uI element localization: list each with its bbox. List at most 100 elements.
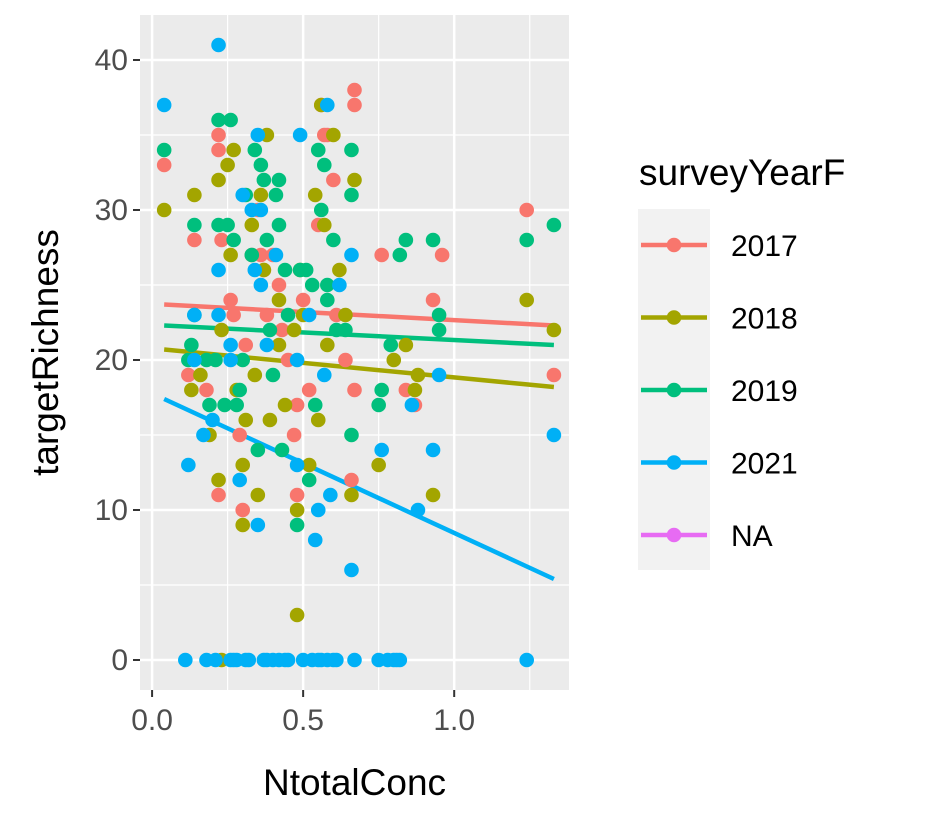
point-2017 [199, 382, 214, 398]
point-2018 [277, 397, 293, 413]
point-2021 [329, 652, 344, 668]
point-2019 [208, 352, 223, 368]
point-2021 [404, 397, 420, 413]
point-2018 [371, 457, 386, 473]
point-2019 [253, 157, 269, 173]
point-2018 [262, 412, 278, 428]
point-2021 [232, 472, 247, 488]
legend-key-point-2018 [666, 310, 682, 325]
point-2018 [332, 262, 347, 278]
point-2017 [434, 247, 450, 263]
point-2019 [289, 517, 305, 533]
point-2019 [187, 217, 202, 233]
point-2018 [214, 322, 229, 338]
point-2019 [220, 217, 235, 233]
point-2019 [320, 277, 335, 293]
point-2019 [262, 322, 278, 338]
legend-label-2021: 2021 [731, 448, 798, 481]
legend-label-2019: 2019 [731, 375, 798, 408]
point-2021 [546, 427, 562, 443]
point-2019 [320, 292, 335, 308]
point-2017 [326, 172, 341, 188]
x-tick-label: 1.0 [433, 704, 475, 737]
point-2018 [235, 457, 251, 473]
point-2021 [181, 457, 196, 473]
point-2017 [214, 232, 229, 248]
point-2021 [253, 202, 269, 218]
point-2019 [316, 157, 332, 173]
point-2017 [274, 322, 290, 338]
point-2018 [187, 187, 202, 203]
point-2018 [316, 217, 332, 233]
point-2021 [410, 502, 426, 518]
point-2019 [211, 112, 226, 128]
point-2021 [320, 97, 335, 113]
point-2018 [326, 127, 341, 143]
point-2021 [223, 337, 238, 353]
data-points [156, 37, 562, 668]
y-tick-label: 10 [95, 494, 128, 527]
point-2021 [316, 367, 332, 383]
point-2018 [235, 517, 251, 533]
point-2018 [398, 337, 414, 353]
point-2017 [295, 292, 311, 308]
point-2021 [211, 37, 226, 53]
point-2018 [211, 172, 226, 188]
point-2021 [250, 127, 266, 143]
point-2018 [320, 337, 335, 353]
y-tick-label: 20 [95, 344, 128, 377]
point-2017 [546, 367, 562, 383]
point-2021 [344, 562, 359, 578]
point-2017 [374, 247, 389, 263]
point-2021 [211, 262, 226, 278]
point-2019 [232, 382, 247, 398]
point-2021 [178, 652, 193, 668]
point-2019 [223, 112, 238, 128]
point-2017 [238, 337, 254, 353]
point-2019 [383, 337, 399, 353]
point-2017 [232, 427, 247, 443]
y-tick-label: 40 [95, 44, 128, 77]
legend: surveyYearF 2017 2018 2019 2021 NA [638, 152, 845, 570]
point-2019 [184, 337, 199, 353]
point-2021 [241, 652, 257, 668]
point-2018 [301, 457, 317, 473]
point-2017 [286, 427, 302, 443]
legend-key-point-2019 [666, 382, 682, 398]
point-2018 [223, 247, 238, 263]
point-2017 [259, 307, 275, 323]
point-2018 [425, 487, 441, 503]
point-2021 [332, 277, 347, 293]
point-2021 [223, 352, 238, 368]
point-2018 [247, 367, 263, 383]
point-2021 [280, 652, 296, 668]
point-2019 [202, 397, 217, 413]
point-2019 [250, 442, 266, 458]
point-2019 [338, 322, 353, 338]
point-2018 [347, 172, 362, 188]
point-2019 [519, 232, 535, 248]
point-2019 [398, 232, 414, 248]
legend-label-na: NA [731, 520, 773, 553]
point-2019 [298, 262, 314, 278]
point-2021 [289, 352, 305, 368]
point-2017 [156, 157, 172, 173]
point-2019 [265, 367, 281, 383]
point-2021 [187, 352, 202, 368]
x-axis-title: NtotalConc [263, 762, 446, 803]
point-2019 [244, 247, 260, 263]
point-2017 [344, 472, 359, 488]
point-2019 [235, 352, 251, 368]
point-2021 [205, 412, 220, 428]
point-2017 [211, 142, 226, 158]
point-2021 [292, 127, 308, 143]
point-2017 [181, 367, 196, 383]
point-2021 [344, 247, 359, 263]
point-2018 [250, 487, 266, 503]
point-2017 [289, 397, 305, 413]
point-2018 [271, 337, 287, 353]
point-2021 [253, 277, 269, 293]
point-2018 [220, 157, 235, 173]
point-2019 [274, 442, 290, 458]
